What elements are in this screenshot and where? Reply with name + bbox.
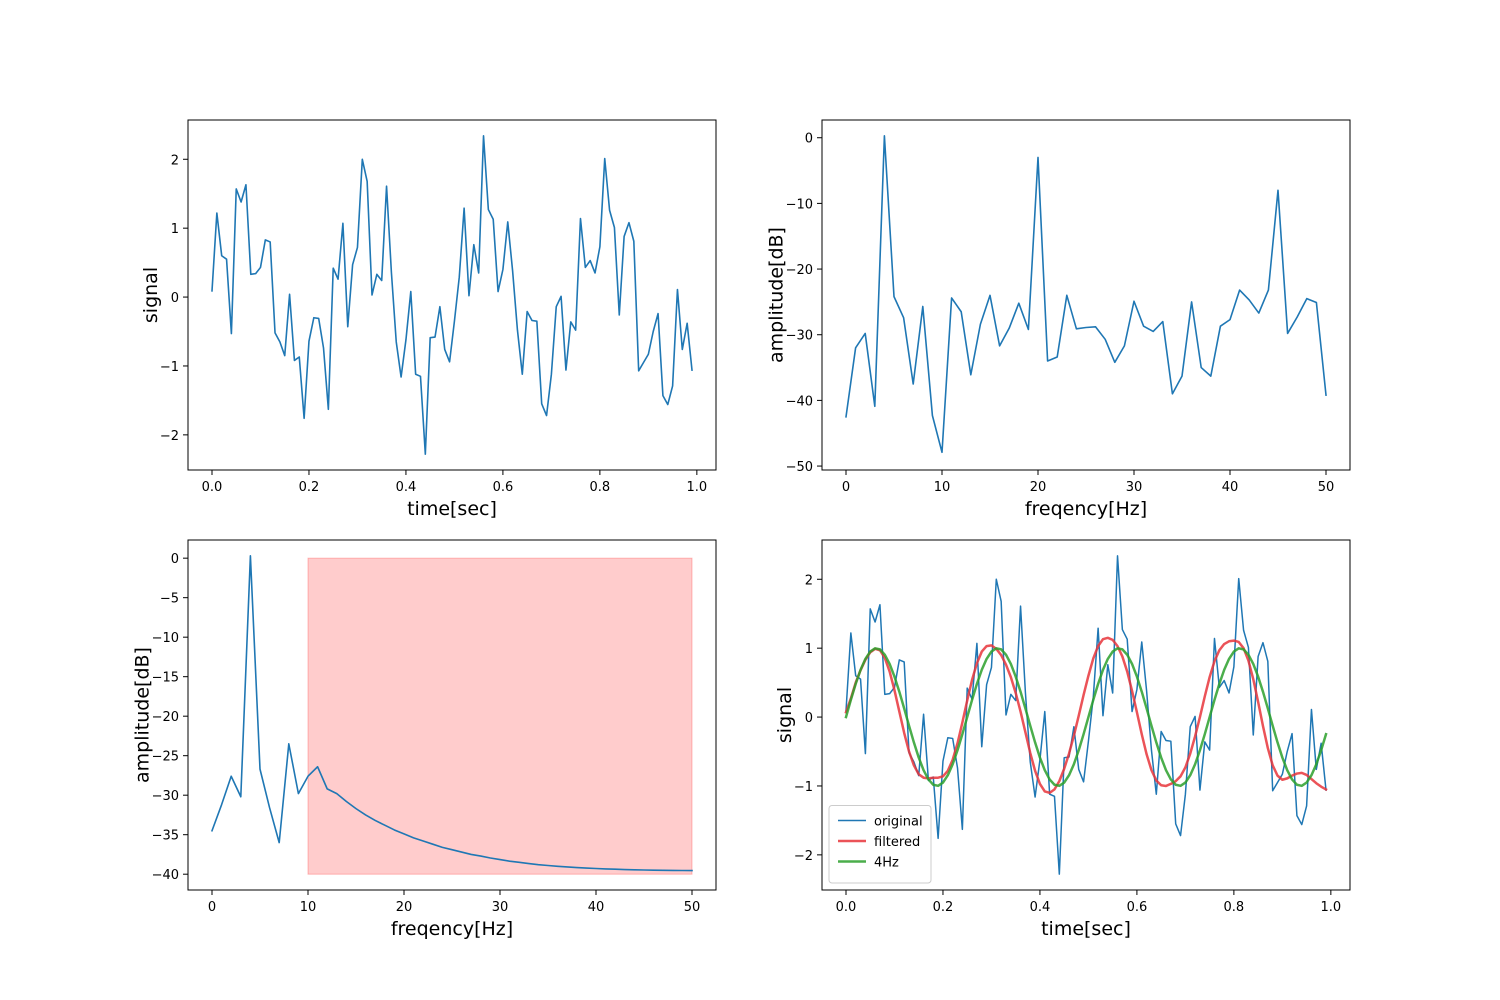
y-axis-label: signal [140, 267, 162, 323]
y-tick-label: 0 [171, 552, 179, 567]
y-tick-label: −35 [152, 829, 179, 844]
x-tick-label: 0.4 [396, 480, 417, 495]
y-axis-label: amplitude[dB] [132, 647, 154, 783]
subplot-filtered-spectrum: 0 10 20 30 40 50 −40 −35 −30 −25 −20 −15 −10 −5 0 freqe… [132, 539, 717, 940]
y-tick-label: 0 [805, 132, 813, 147]
axes-frame [187, 119, 717, 471]
axes-frame [187, 539, 717, 891]
series-line-0 [210, 554, 693, 872]
y-tick-label: 2 [171, 153, 179, 168]
x-tick-label: 20 [396, 900, 413, 915]
x-tick-label: 0.6 [1127, 900, 1148, 915]
y-tick-label: −40 [786, 394, 813, 409]
x-axis-label: time[sec] [407, 498, 497, 520]
x-axis-label: freqency[Hz] [391, 918, 513, 940]
y-tick-label: −5 [160, 592, 179, 607]
y-tick-label: −50 [786, 460, 813, 475]
y-axis-label: signal [774, 687, 796, 743]
x-tick-label: 20 [1030, 480, 1047, 495]
y-tick-label: −2 [794, 849, 813, 864]
x-tick-label: 0.6 [493, 480, 514, 495]
x-tick-label: 40 [588, 900, 605, 915]
y-tick-label: −10 [152, 631, 179, 646]
y-tick-label: 1 [171, 222, 179, 237]
y-tick-label: −10 [786, 197, 813, 212]
y-tick-label: −15 [152, 671, 179, 686]
legend-label: 4Hz [874, 856, 899, 871]
x-tick-label: 10 [300, 900, 317, 915]
legend-label: original [874, 815, 923, 830]
x-tick-label: 0 [842, 480, 850, 495]
x-tick-label: 1.0 [687, 480, 708, 495]
x-tick-label: 0.8 [590, 480, 611, 495]
y-tick-label: −2 [160, 429, 179, 444]
x-tick-label: 0.8 [1224, 900, 1245, 915]
y-tick-label: 0 [171, 291, 179, 306]
legend: original filtered 4Hz [828, 805, 932, 884]
x-tick-label: 40 [1222, 480, 1239, 495]
y-tick-label: −1 [160, 360, 179, 375]
x-tick-label: 50 [1318, 480, 1335, 495]
y-tick-label: −40 [152, 868, 179, 883]
y-tick-label: −1 [794, 780, 813, 795]
x-tick-label: 0.4 [1030, 900, 1051, 915]
x-axis-label: time[sec] [1041, 918, 1131, 940]
axes-frame [821, 539, 1351, 891]
x-tick-label: 1.0 [1321, 900, 1342, 915]
series-line-0 [211, 135, 693, 455]
x-tick-label: 0.2 [299, 480, 320, 495]
x-tick-label: 30 [492, 900, 509, 915]
y-tick-label: −20 [786, 263, 813, 278]
subplot-time-signal: 0.0 0.2 0.4 0.6 0.8 1.0 −2 −1 0 1 2 time[sec] signal [140, 119, 717, 520]
subplot-comparison: 0.0 0.2 0.4 0.6 0.8 1.0 −2 −1 0 1 2 time[sec] signal… [774, 539, 1351, 940]
x-tick-label: 0 [208, 900, 216, 915]
y-tick-label: −30 [152, 789, 179, 804]
subplot-spectrum: 0 10 20 30 40 50 −50 −40 −30 −20 −10 0 freqency[Hz] a… [766, 119, 1351, 520]
y-tick-label: −30 [786, 329, 813, 344]
y-tick-label: 2 [805, 573, 813, 588]
x-tick-label: 30 [1126, 480, 1143, 495]
y-tick-label: −25 [152, 750, 179, 765]
legend-label: filtered [874, 835, 920, 850]
x-tick-label: 10 [934, 480, 951, 495]
x-tick-label: 50 [684, 900, 701, 915]
series-line-original [845, 555, 1327, 875]
y-tick-label: 0 [805, 711, 813, 726]
x-axis-label: freqency[Hz] [1025, 498, 1147, 520]
y-tick-label: 1 [805, 642, 813, 657]
x-tick-label: 0.0 [202, 480, 223, 495]
shaded-region [307, 557, 693, 875]
y-tick-label: −20 [152, 710, 179, 725]
x-tick-label: 0.2 [933, 900, 954, 915]
series-line-filtered [844, 636, 1328, 795]
y-axis-label: amplitude[dB] [766, 227, 788, 363]
x-tick-label: 0.0 [836, 900, 857, 915]
series-line-0 [845, 134, 1327, 454]
axes-frame [821, 119, 1351, 471]
series-line-4hz [844, 647, 1328, 788]
